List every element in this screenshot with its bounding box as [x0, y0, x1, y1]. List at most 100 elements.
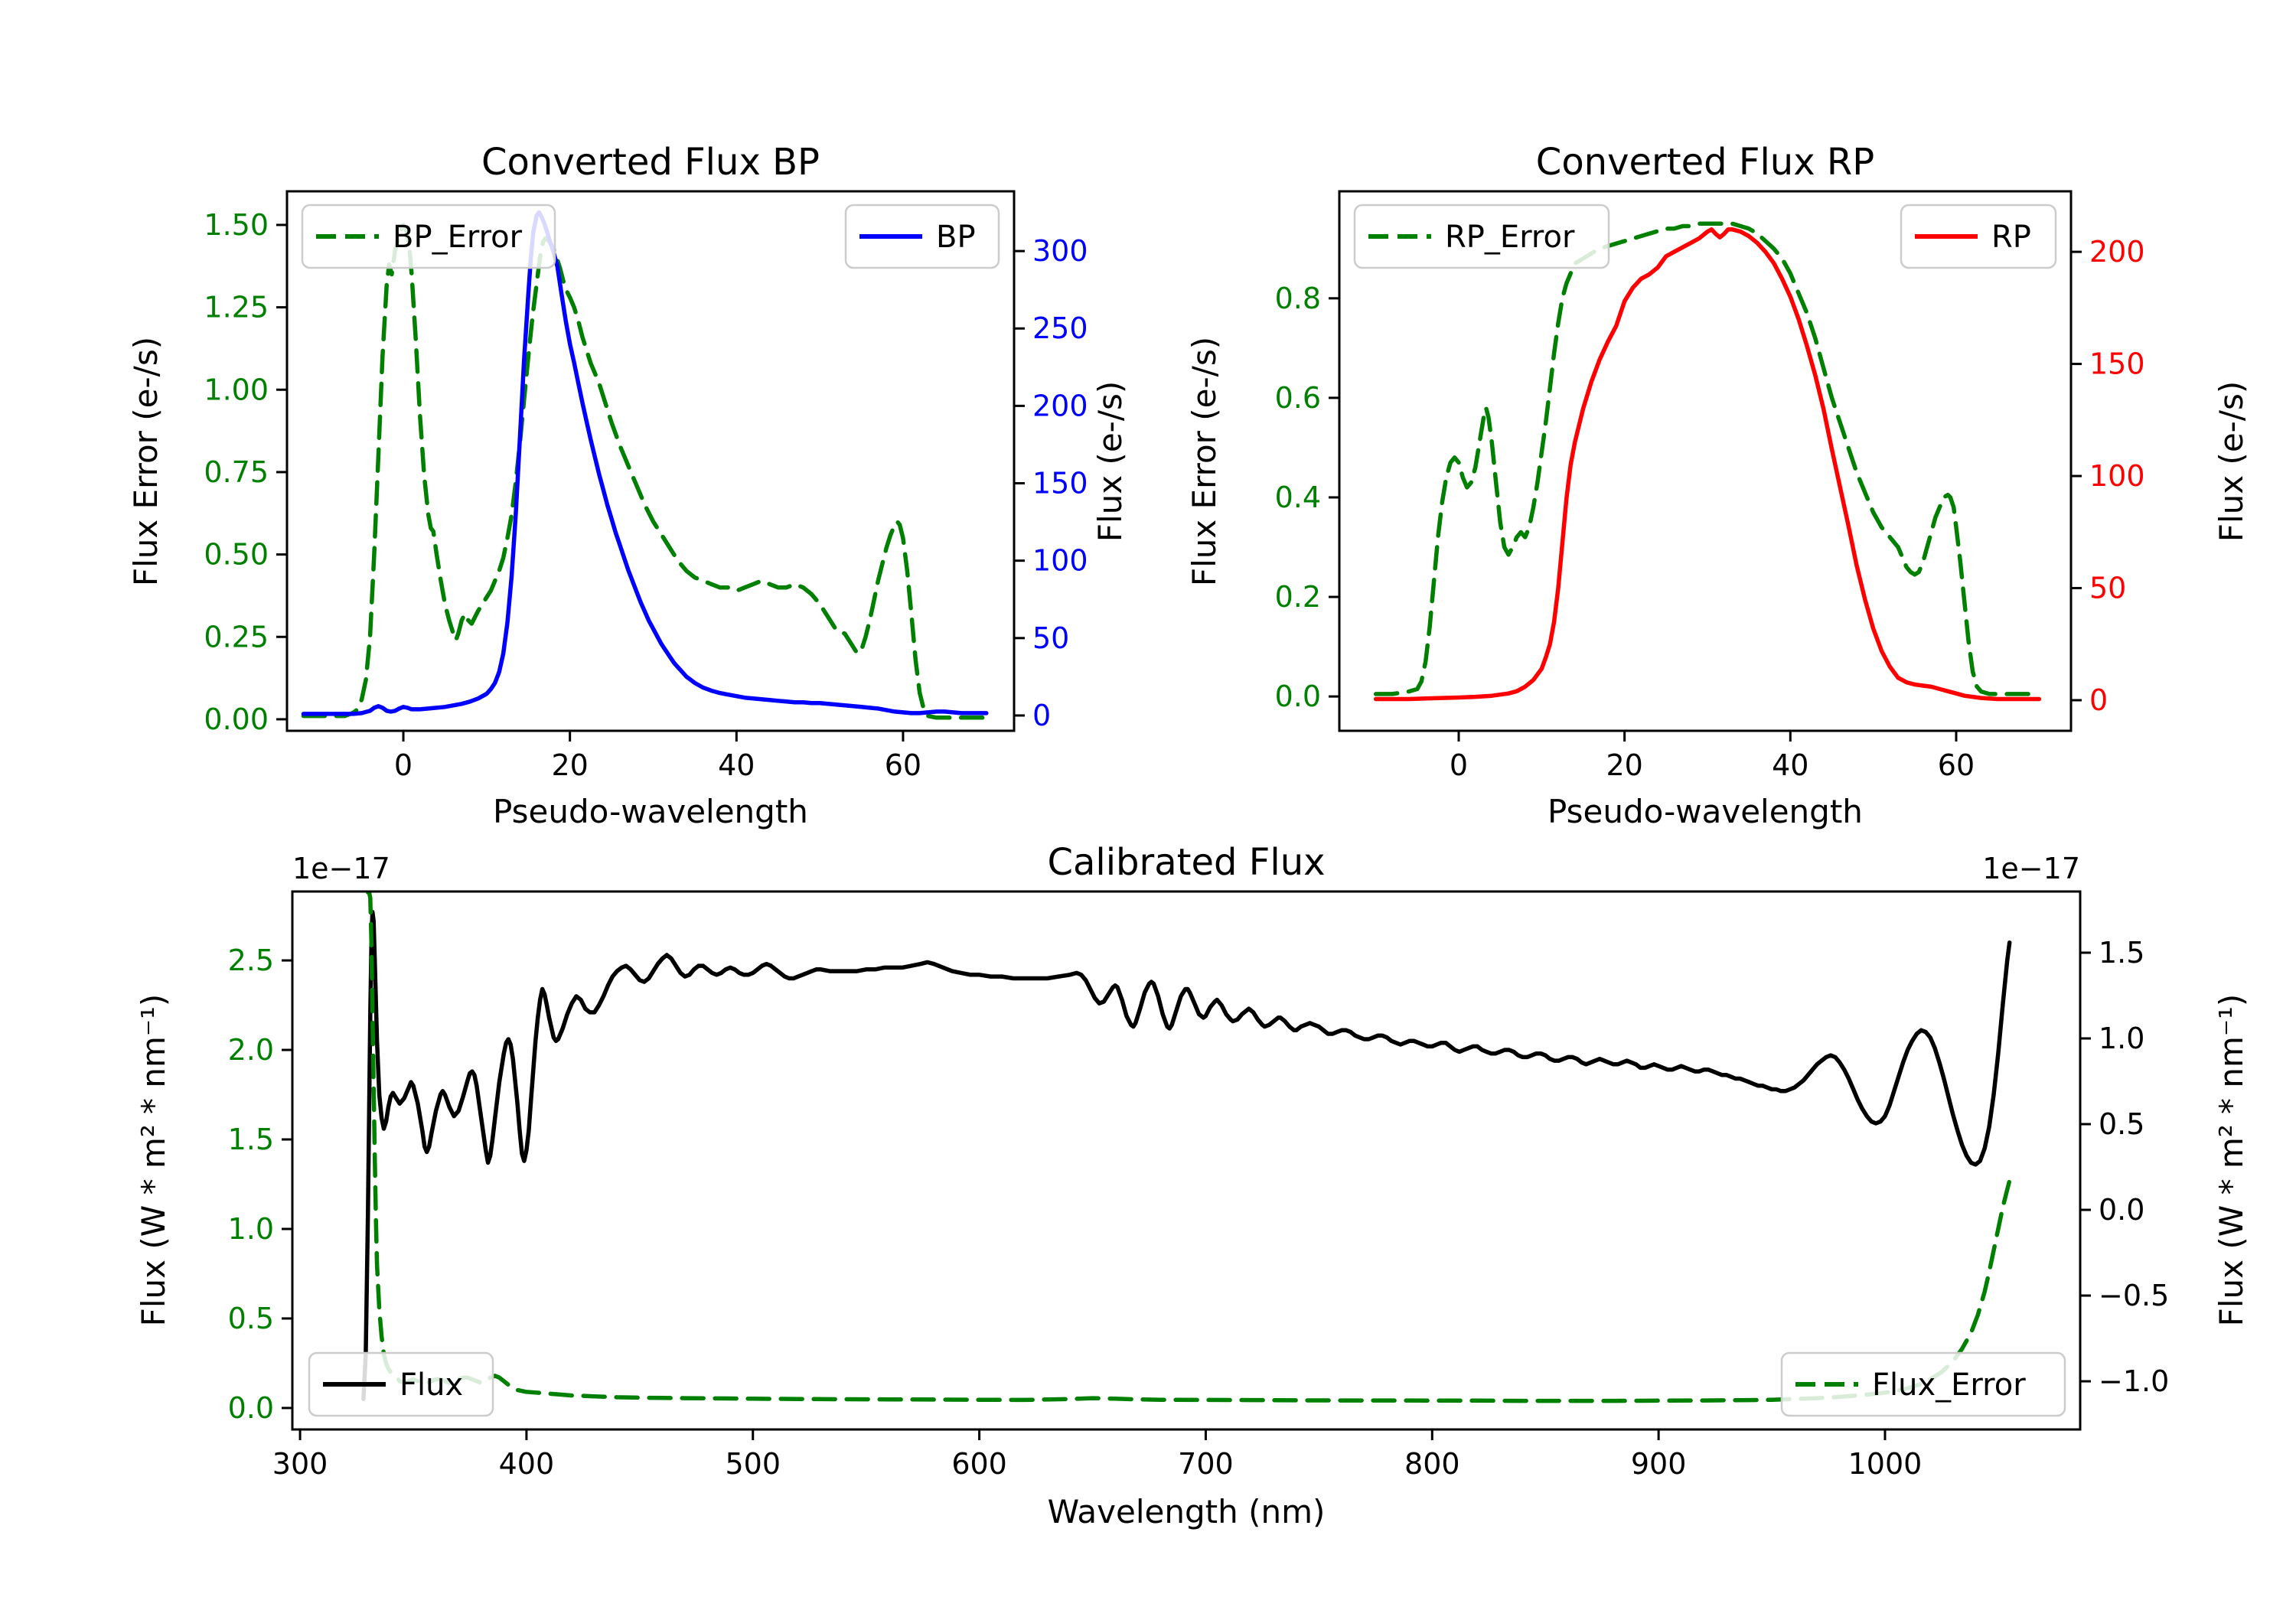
y-tick-label-right: −0.5	[2099, 1279, 2169, 1312]
x-tick-label: 900	[1631, 1447, 1687, 1481]
x-axis-label: Pseudo-wavelength	[493, 793, 808, 830]
x-tick-label: 500	[725, 1447, 781, 1481]
y-axis-label-left: Flux Error (e-/s)	[127, 337, 165, 586]
y-tick-label-left: 2.0	[228, 1033, 274, 1067]
x-tick-label: 400	[499, 1447, 555, 1481]
y-tick-label-right: 0	[1032, 699, 1051, 732]
legend-rp: RP	[1900, 204, 2057, 269]
series-line-RP	[1373, 227, 2042, 702]
y-tick-label-left: 0.0	[228, 1391, 274, 1425]
y-tick-label-right: 150	[1032, 467, 1088, 500]
x-axis-label: Pseudo-wavelength	[1548, 793, 1863, 830]
y-axis-label-right: Flux (e-/s)	[2213, 381, 2250, 542]
legend-frame	[1353, 204, 1610, 269]
axes-spines	[291, 890, 2082, 1431]
x-tick-label: 0	[1450, 748, 1468, 782]
y-tick-label-left: 1.0	[228, 1212, 274, 1246]
series-line-Flux	[361, 910, 2012, 1401]
y-tick-label-left: 0.00	[204, 702, 269, 736]
x-tick-label: 20	[551, 748, 588, 782]
y-axis-label-left: Flux Error (e-/s)	[1186, 337, 1223, 586]
y-tick-label-left: 1.50	[204, 208, 269, 242]
subplot-title: Converted Flux RP	[1536, 141, 1874, 184]
y-tick-label-right: 0	[2089, 683, 2108, 717]
y-tick-label-right: 100	[2089, 459, 2145, 493]
legend-bp-error: BP_Error	[301, 204, 556, 269]
y-tick-label-right: 150	[2089, 347, 2145, 381]
legend-label: Flux_Error	[1872, 1367, 2026, 1403]
legend-frame	[1780, 1351, 2066, 1417]
subplot-rp: 0 20 40 60 0.0 0.2 0.4 0.6 0.8 0 50 100 150 200 Conve…	[1186, 141, 2250, 830]
y-tick-label-right: −1.0	[2099, 1364, 2169, 1398]
y-tick-label-left: 0.6	[1275, 381, 1321, 415]
subplot-flux: 300 400 500 600 700 800 900 1000 0.0 0.5 1.0 1.5 2.0…	[135, 841, 2250, 1530]
y-tick-label-right: 250	[1032, 311, 1088, 345]
legend-label: RP	[1991, 220, 2031, 255]
y-tick-label-left: 0.4	[1275, 481, 1321, 514]
subplot-bp: 0 20 40 60 0.00 0.25 0.50 0.75 1.00 1.25 1.50 0 50 10…	[127, 141, 1129, 830]
legend-bp: BP	[844, 204, 1000, 269]
x-tick-label: 600	[951, 1447, 1007, 1481]
y-axis-offset-left: 1e−17	[292, 852, 390, 885]
legend-label: BP	[936, 220, 976, 255]
ticks-rp: 0 20 40 60 0.0 0.2 0.4 0.6 0.8 0 50 100 150 200	[1275, 235, 2145, 782]
x-tick-label: 40	[1772, 748, 1808, 782]
x-tick-label: 1000	[1848, 1447, 1923, 1481]
series-group-rp	[1373, 221, 2042, 702]
y-tick-label-right: 50	[2089, 572, 2126, 605]
legend-frame	[1900, 204, 2057, 269]
y-tick-label-right: 200	[1032, 389, 1088, 422]
legend-label: BP_Error	[393, 220, 523, 255]
y-tick-label-left: 2.5	[228, 944, 274, 977]
x-tick-label: 60	[1938, 748, 1975, 782]
y-tick-label-right: 1.5	[2099, 936, 2144, 970]
series-line-BP_Error	[301, 223, 989, 720]
y-tick-label-left: 0.5	[228, 1302, 274, 1335]
series-line-BP	[301, 210, 989, 716]
y-axis-offset-right: 1e−17	[1982, 852, 2080, 885]
y-tick-label-left: 1.00	[204, 373, 269, 406]
y-tick-label-left: 0.8	[1275, 282, 1321, 315]
axes-background	[1339, 191, 2071, 731]
y-tick-label-right: 50	[1032, 621, 1069, 655]
y-tick-label-right: 0.0	[2099, 1193, 2144, 1227]
x-axis-label: Wavelength (nm)	[1048, 1493, 1326, 1530]
subplot-title: Converted Flux BP	[481, 141, 820, 184]
legend-flux: Flux	[308, 1351, 494, 1417]
x-tick-label: 0	[394, 748, 413, 782]
x-tick-label: 800	[1404, 1447, 1460, 1481]
x-tick-label: 700	[1178, 1447, 1234, 1481]
axes-spines	[285, 190, 1016, 732]
y-tick-label-left: 0.75	[204, 455, 269, 489]
axes-background	[292, 892, 2080, 1429]
x-tick-label: 20	[1606, 748, 1642, 782]
legend-label: Flux	[400, 1367, 463, 1403]
legend-label: RP_Error	[1445, 220, 1575, 255]
y-axis-label-right: Flux (e-/s)	[1091, 381, 1129, 542]
series-group-bp	[301, 210, 989, 720]
y-tick-label-left: 0.25	[204, 620, 269, 654]
axes-background	[287, 191, 1014, 731]
y-tick-label-left: 0.2	[1275, 580, 1321, 614]
x-tick-label: 40	[718, 748, 755, 782]
y-axis-label-left: Flux (W * m² * nm⁻¹)	[135, 994, 172, 1327]
y-tick-label-right: 1.0	[2099, 1022, 2144, 1055]
y-tick-label-left: 0.0	[1275, 680, 1321, 713]
ticks-bp: 0 20 40 60 0.00 0.25 0.50 0.75 1.00 1.25 1.50 0 50 10…	[204, 208, 1088, 782]
y-tick-label-left: 1.25	[204, 291, 269, 324]
y-tick-label-left: 1.5	[228, 1123, 274, 1156]
legend-frame	[308, 1351, 494, 1417]
y-tick-label-right: 100	[1032, 544, 1088, 578]
y-tick-label-right: 0.5	[2099, 1107, 2144, 1141]
x-tick-label: 300	[272, 1447, 328, 1481]
x-tick-label: 60	[885, 748, 921, 782]
axes-spines	[1338, 190, 2073, 732]
legend-rp-error: RP_Error	[1353, 204, 1610, 269]
legend-flux-error: Flux_Error	[1780, 1351, 2066, 1417]
y-tick-label-right: 200	[2089, 235, 2145, 269]
y-axis-label-right: Flux (W * m² * nm⁻¹)	[2213, 994, 2250, 1327]
subplot-title: Calibrated Flux	[1047, 841, 1325, 884]
y-tick-label-right: 300	[1032, 234, 1088, 268]
